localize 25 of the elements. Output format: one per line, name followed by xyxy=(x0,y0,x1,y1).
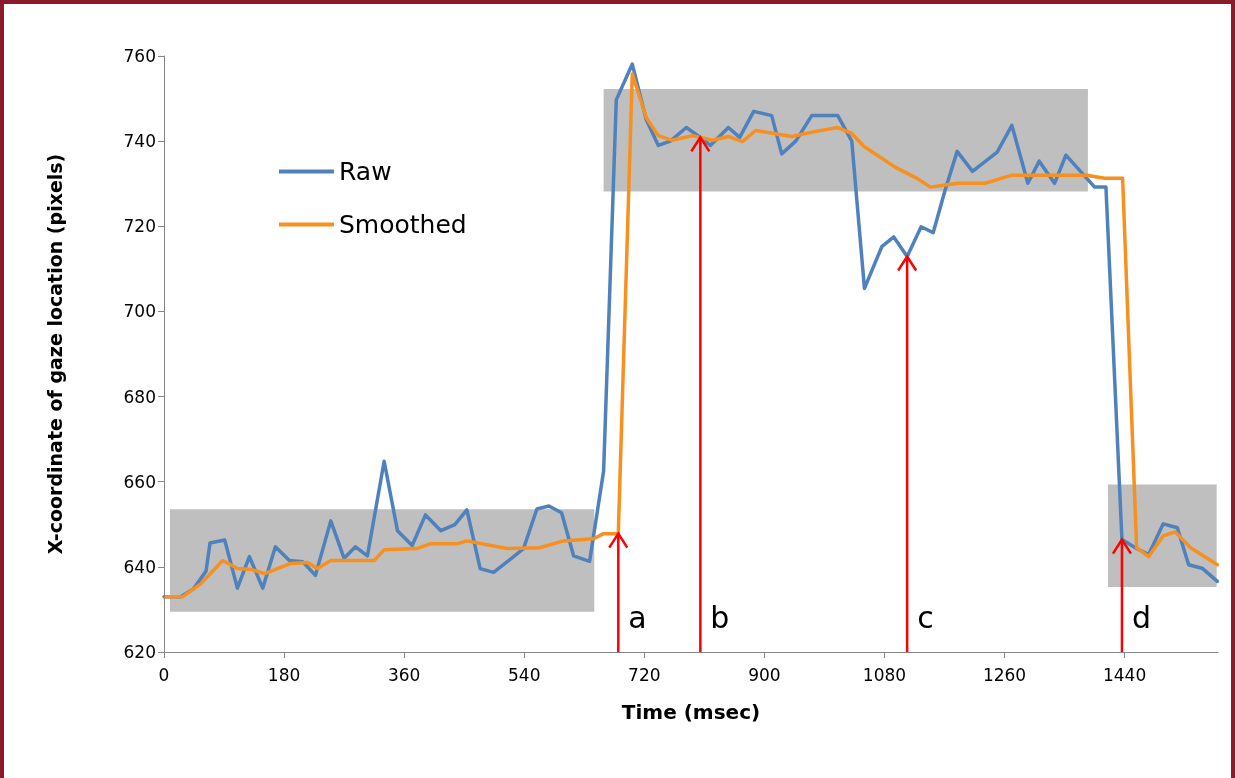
y-tick-label: 740 xyxy=(123,131,156,152)
y-tick-label: 720 xyxy=(123,216,156,237)
x-tick-label: 1440 xyxy=(1102,664,1147,685)
y-tick-label: 700 xyxy=(123,301,156,322)
legend-label: Smoothed xyxy=(339,210,467,239)
annotation: c xyxy=(917,600,934,635)
x-tick-label: 180 xyxy=(267,664,301,685)
y-tick-label: 680 xyxy=(123,386,156,407)
y-tick-label: 640 xyxy=(123,556,156,577)
y-axis-title: X-coordinate of gaze location (pixels) xyxy=(43,153,66,555)
x-tick-label: 1080 xyxy=(862,664,907,685)
y-tick-label: 760 xyxy=(123,46,156,66)
x-tick-label: 540 xyxy=(508,664,541,685)
x-tick-label: 900 xyxy=(748,664,781,685)
annotation: d xyxy=(1131,600,1151,635)
y-tick-label: 620 xyxy=(123,642,156,662)
x-axis-title: Time (msec) xyxy=(621,700,761,724)
x-tick-label: 1260 xyxy=(982,664,1027,685)
x-tick-label: 360 xyxy=(387,664,421,685)
x-tick-label: 720 xyxy=(628,664,661,685)
legend-label: Raw xyxy=(339,157,392,186)
x-tick-label: 0 xyxy=(158,664,170,685)
y-tick-label: 660 xyxy=(123,471,156,492)
annotation: a xyxy=(628,600,647,635)
annotation: b xyxy=(710,600,730,635)
